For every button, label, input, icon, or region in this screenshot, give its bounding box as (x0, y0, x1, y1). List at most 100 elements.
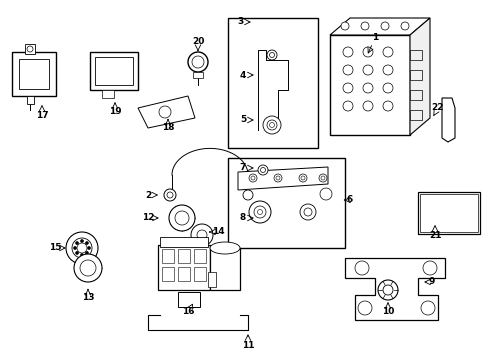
Circle shape (85, 251, 88, 255)
Circle shape (66, 232, 98, 264)
Circle shape (422, 261, 436, 275)
Circle shape (266, 120, 276, 130)
Text: 10: 10 (381, 307, 393, 316)
Bar (25, 44, 35, 54)
Circle shape (260, 167, 265, 172)
Bar (178, 249, 190, 263)
Circle shape (169, 205, 195, 231)
Polygon shape (441, 98, 454, 142)
Bar (417, 192, 479, 234)
Circle shape (319, 188, 331, 200)
Bar (227, 18, 317, 148)
Text: 1: 1 (371, 33, 377, 42)
Circle shape (73, 247, 76, 249)
Circle shape (299, 204, 315, 220)
Text: 6: 6 (346, 195, 352, 204)
Circle shape (342, 83, 352, 93)
Circle shape (80, 260, 96, 276)
Circle shape (81, 239, 83, 243)
Circle shape (163, 189, 176, 201)
Circle shape (275, 176, 280, 180)
Circle shape (81, 253, 83, 256)
Text: 17: 17 (36, 111, 48, 120)
Text: 20: 20 (191, 37, 204, 46)
Circle shape (273, 174, 282, 182)
Circle shape (77, 243, 87, 253)
Bar (194, 267, 205, 281)
Circle shape (167, 192, 173, 198)
Circle shape (250, 176, 254, 180)
Circle shape (320, 176, 325, 180)
Circle shape (253, 206, 265, 218)
Polygon shape (138, 96, 195, 128)
Circle shape (192, 56, 203, 68)
Circle shape (298, 174, 306, 182)
Bar (207, 272, 216, 287)
Bar (162, 267, 174, 281)
Circle shape (360, 22, 368, 30)
Ellipse shape (209, 242, 240, 254)
Circle shape (362, 101, 372, 111)
Text: 8: 8 (240, 213, 245, 222)
Circle shape (382, 285, 392, 295)
Bar (162, 249, 174, 263)
Circle shape (362, 83, 372, 93)
Circle shape (159, 106, 171, 118)
Circle shape (342, 65, 352, 75)
Circle shape (269, 53, 274, 58)
Text: 2: 2 (144, 190, 151, 199)
Bar (329, 35, 409, 135)
Circle shape (72, 238, 92, 258)
Polygon shape (329, 18, 429, 35)
Bar (409, 110, 421, 120)
Text: 14: 14 (211, 228, 224, 237)
Circle shape (269, 122, 274, 127)
Circle shape (354, 261, 368, 275)
Circle shape (357, 301, 371, 315)
Circle shape (340, 22, 348, 30)
Circle shape (248, 201, 270, 223)
Text: 15: 15 (49, 243, 61, 252)
Text: 9: 9 (428, 278, 434, 287)
Circle shape (382, 47, 392, 57)
Circle shape (75, 251, 79, 255)
Circle shape (263, 116, 281, 134)
Bar (178, 267, 190, 281)
Polygon shape (238, 167, 327, 190)
Circle shape (342, 101, 352, 111)
Text: 16: 16 (182, 307, 194, 316)
Circle shape (85, 242, 88, 244)
Text: 4: 4 (239, 71, 245, 80)
Bar (419, 194, 477, 232)
Text: 12: 12 (142, 213, 154, 222)
Text: 18: 18 (162, 123, 174, 132)
Bar (227, 158, 345, 248)
Circle shape (382, 65, 392, 75)
Bar (409, 70, 421, 80)
Bar (193, 72, 203, 78)
Bar (158, 245, 209, 290)
Circle shape (362, 47, 372, 57)
Polygon shape (345, 258, 444, 320)
Circle shape (257, 210, 262, 215)
Circle shape (400, 22, 408, 30)
Circle shape (74, 254, 102, 282)
Circle shape (382, 83, 392, 93)
Bar (19, 59, 49, 89)
Bar (409, 90, 421, 100)
Circle shape (258, 165, 267, 175)
Bar (27, 96, 34, 104)
Circle shape (197, 230, 206, 240)
Circle shape (27, 46, 33, 52)
Circle shape (377, 280, 397, 300)
Bar (178, 292, 200, 307)
Text: 5: 5 (240, 116, 245, 125)
Circle shape (342, 47, 352, 57)
Circle shape (318, 174, 326, 182)
Circle shape (382, 101, 392, 111)
Circle shape (301, 176, 305, 180)
Bar (409, 50, 421, 60)
Text: 19: 19 (108, 108, 121, 117)
Text: 22: 22 (431, 104, 443, 112)
Circle shape (304, 208, 311, 216)
